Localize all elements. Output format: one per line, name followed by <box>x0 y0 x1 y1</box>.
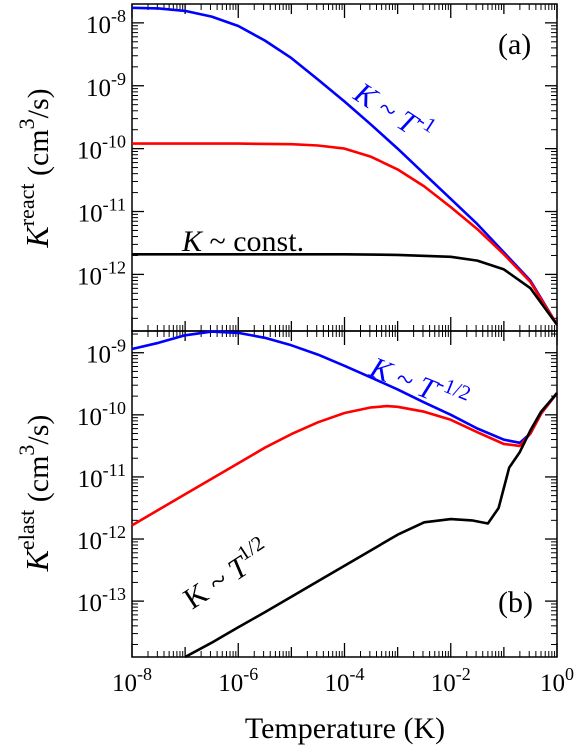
series-line-2 <box>184 392 558 659</box>
ylabel-b-unit-sup: 3 <box>14 445 39 456</box>
annotation-b-blue-sup: -1/2 <box>434 371 474 406</box>
y-tick-base: 10 <box>77 528 102 555</box>
x-tick-exp: 0 <box>565 664 574 684</box>
x-tick-label: 10-4 <box>325 664 365 697</box>
y-tick-base: 10 <box>77 590 102 617</box>
y-tick-exp: -8 <box>111 6 126 26</box>
ylabel-a-unit-end: /s) <box>22 88 55 118</box>
annotation-a-blue: K ~ T-1 <box>347 71 441 151</box>
x-tick-exp: -4 <box>350 664 365 684</box>
y-tick-label: 10-9 <box>86 336 126 369</box>
x-tick-exp: -2 <box>456 664 471 684</box>
series-line-0 <box>131 330 559 445</box>
y-tick-label: 10-11 <box>78 195 126 228</box>
x-tick-label: 10-8 <box>112 664 152 697</box>
y-tick-exp: -13 <box>102 584 126 604</box>
panel-a-frame <box>131 3 558 332</box>
y-tick-label: 10-9 <box>86 69 126 102</box>
y-tick-base: 10 <box>86 342 111 369</box>
y-tick-label: 10-10 <box>77 398 126 431</box>
y-tick-base: 10 <box>86 12 111 39</box>
ylabel-a-unit-sup: 3 <box>14 118 39 129</box>
ylabel-a-unit: (cm <box>22 129 55 183</box>
panel-a-ylabel: Kreact (cm3/s) <box>14 88 55 248</box>
x-tick-base: 10 <box>218 670 243 697</box>
y-tick-exp: -10 <box>102 132 126 152</box>
annotation-b-blue-mid: ~ T <box>384 358 443 407</box>
ylabel-a-sup: react <box>14 184 39 227</box>
ylabel-b-unit: (cm <box>22 456 55 510</box>
y-tick-base: 10 <box>77 404 102 431</box>
y-tick-label: 10-11 <box>78 460 126 493</box>
annotation-a-black-k: K <box>181 225 204 258</box>
x-tick-base: 10 <box>431 670 456 697</box>
x-tick-label: 10-6 <box>218 664 258 697</box>
y-tick-label: 10-8 <box>86 6 126 39</box>
y-tick-exp: -11 <box>103 195 126 215</box>
x-axis-label: Temperature (K) <box>245 712 445 745</box>
y-tick-base: 10 <box>86 75 111 102</box>
y-tick-exp: -10 <box>102 398 126 418</box>
y-tick-exp: -9 <box>111 69 126 89</box>
y-tick-base: 10 <box>78 201 103 228</box>
x-tick-base: 10 <box>112 670 137 697</box>
y-tick-exp: -12 <box>102 522 126 542</box>
y-tick-label: 10-12 <box>77 257 126 290</box>
x-tick-base: 10 <box>325 670 350 697</box>
series-line-2 <box>132 253 559 326</box>
y-tick-base: 10 <box>77 138 102 165</box>
annotation-b-blue: K ~ T-1/2 <box>364 345 474 420</box>
y-tick-exp: -12 <box>102 257 126 277</box>
panel-b-label: (b) <box>498 586 533 619</box>
ylabel-b-unit-end: /s) <box>22 415 55 445</box>
y-tick-label: 10-13 <box>77 584 126 617</box>
x-tick-exp: -8 <box>137 664 152 684</box>
panel-b-curves <box>131 330 559 659</box>
annotation-b-black: K ~ T1/2 <box>175 531 277 616</box>
ylabel-a-k: K <box>19 225 55 249</box>
x-tick-exp: -6 <box>243 664 258 684</box>
x-tick-base: 10 <box>540 670 565 697</box>
x-tick-label: 100 <box>540 664 574 697</box>
annotation-a-black: K ~ const. <box>181 225 304 258</box>
y-tick-base: 10 <box>78 466 103 493</box>
x-tick-label: 10-2 <box>431 664 471 697</box>
y-tick-exp: -9 <box>111 336 126 356</box>
annotation-a-black-mid: ~ const. <box>202 225 304 258</box>
y-tick-label: 10-12 <box>77 522 126 555</box>
y-tick-label: 10-10 <box>77 132 126 165</box>
panel-a-label: (a) <box>498 28 531 61</box>
ylabel-b-sup: elast <box>14 510 39 550</box>
y-tick-exp: -11 <box>103 460 126 480</box>
panel-a-ticks <box>131 4 558 331</box>
y-tick-base: 10 <box>77 263 102 290</box>
series-line-1 <box>132 142 559 326</box>
panel-b-ylabel: Kelast (cm3/s) <box>14 415 55 573</box>
panel-b-xtick-labels: 10-8 10-6 10-4 10-2 100 <box>112 664 574 697</box>
series-line-0 <box>131 6 559 326</box>
panel-a-curves <box>131 6 559 326</box>
ylabel-b-k: K <box>19 548 55 572</box>
series-line-1 <box>131 392 559 527</box>
